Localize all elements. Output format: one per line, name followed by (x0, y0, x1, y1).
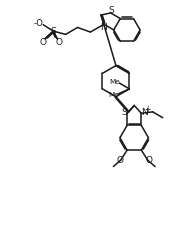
Text: +: + (144, 105, 151, 114)
Text: S: S (50, 27, 56, 36)
Text: N: N (100, 23, 107, 32)
Text: Me: Me (108, 92, 119, 98)
Text: O: O (56, 38, 63, 47)
Text: S: S (121, 109, 127, 117)
Text: O: O (116, 156, 123, 165)
Text: O: O (39, 38, 46, 47)
Text: Me: Me (109, 79, 120, 85)
Text: O: O (145, 156, 152, 165)
Text: S: S (109, 6, 114, 15)
Text: N: N (141, 108, 148, 117)
Text: -O: -O (33, 19, 43, 28)
